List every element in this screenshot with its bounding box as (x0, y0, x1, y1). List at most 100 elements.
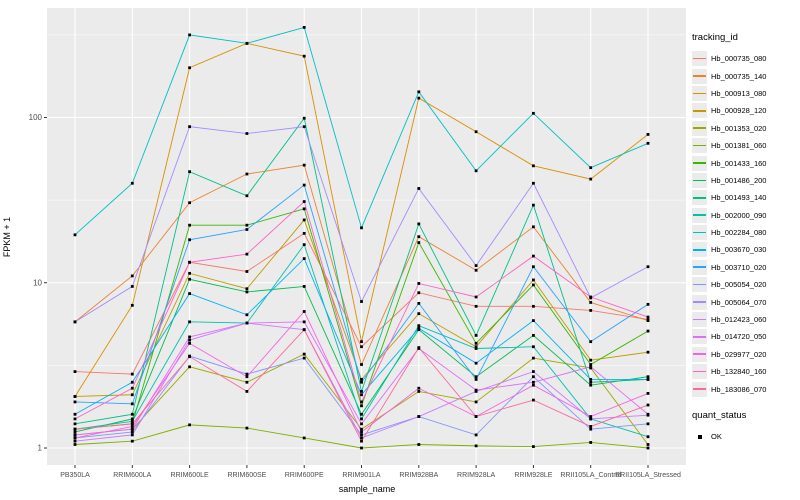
data-point (130, 433, 134, 437)
data-point (474, 169, 478, 173)
data-point (589, 415, 593, 418)
legend-item-Hb_005054_020: Hb_005054_020 (692, 276, 798, 293)
data-point (589, 166, 593, 170)
data-point (589, 441, 593, 444)
data-point (360, 380, 363, 384)
legend-item-Hb_014720_050: Hb_014720_050 (692, 328, 798, 345)
legend: tracking_id Hb_000735_080 Hb_000735_140 Hb… (692, 32, 798, 445)
legend-item-Hb_012423_060: Hb_012423_060 (692, 311, 798, 328)
data-point (73, 422, 77, 426)
legend-item-Hb_005064_070: Hb_005064_070 (692, 293, 798, 310)
data-point (474, 130, 478, 134)
legend-key-line-icon (692, 242, 707, 258)
data-point (532, 265, 535, 269)
data-point (360, 404, 363, 408)
data-point (474, 415, 478, 418)
data-point (245, 270, 249, 273)
data-point (130, 380, 134, 384)
data-point (302, 320, 306, 324)
x-tick-label: RRIM928BA (399, 472, 438, 479)
x-tick-label: RRIM928LA (457, 472, 495, 479)
data-point (302, 436, 306, 440)
data-point (130, 303, 134, 307)
data-point (532, 398, 535, 402)
x-tick-label: RRIM600PE (285, 472, 324, 479)
data-point (360, 390, 363, 393)
data-point (474, 295, 478, 299)
data-point (417, 241, 421, 244)
data-point (532, 203, 535, 207)
data-point (245, 313, 249, 317)
data-point (417, 346, 421, 350)
data-point (589, 309, 593, 312)
legend-title: tracking_id (692, 32, 738, 43)
data-point (188, 238, 191, 242)
data-point (646, 302, 650, 306)
legend-key-line-icon (692, 207, 707, 223)
data-point (130, 439, 134, 443)
legend-item-Hb_001493_140: Hb_001493_140 (692, 189, 798, 206)
legend-item-Hb_000928_120: Hb_000928_120 (692, 102, 798, 119)
legend-item-label: Hb_183086_070 (711, 384, 767, 394)
data-point (188, 338, 191, 342)
data-point (360, 340, 363, 344)
data-point (646, 315, 650, 319)
legend-key-line-icon (692, 381, 707, 397)
data-point (188, 341, 191, 345)
y-axis-title: FPKM + 1 (2, 216, 12, 258)
data-point (532, 445, 535, 448)
data-point (532, 370, 535, 373)
data-point (532, 380, 535, 384)
legend-item-Hb_001433_160: Hb_001433_160 (692, 154, 798, 171)
quant-status-point-icon (692, 429, 707, 444)
legend-item-label: Hb_029977_020 (711, 349, 767, 359)
data-point (417, 443, 421, 446)
data-point (188, 33, 191, 37)
data-point (646, 378, 650, 381)
legend-item-label: Hb_000928_120 (711, 106, 767, 116)
data-point (360, 446, 363, 450)
data-point (245, 390, 249, 393)
data-point (73, 436, 77, 440)
data-point (188, 365, 191, 369)
data-point (188, 423, 191, 427)
data-point (474, 378, 478, 381)
legend-item-label: Hb_012423_060 (711, 315, 767, 325)
data-point (302, 25, 306, 29)
data-point (302, 163, 306, 167)
data-point (646, 412, 650, 416)
data-point (589, 427, 593, 431)
data-point (130, 274, 134, 278)
data-point (302, 310, 306, 313)
data-point (417, 301, 421, 305)
legend-key-line-icon (692, 85, 707, 101)
legend-item-Hb_000735_140: Hb_000735_140 (692, 67, 798, 84)
data-point (532, 319, 535, 323)
data-point (188, 335, 191, 339)
legend-item-label: Hb_001486_200 (711, 175, 767, 185)
data-point (417, 324, 421, 328)
data-point (245, 194, 249, 198)
legend-item-label: Hb_000913_080 (711, 88, 767, 98)
data-point (302, 352, 306, 356)
legend-key-line-icon (692, 120, 707, 136)
data-point (589, 417, 593, 421)
data-point (474, 264, 478, 267)
legend-item-label: Hb_000735_140 (711, 71, 767, 81)
data-point (302, 183, 306, 187)
data-point (646, 435, 650, 439)
legend-key-line-icon (692, 68, 707, 84)
data-point (417, 222, 421, 226)
data-point (188, 66, 191, 70)
legend-item-label: Hb_001433_160 (711, 158, 767, 168)
data-point (474, 444, 478, 448)
legend-item-label: Hb_001381_060 (711, 141, 767, 151)
legend-item-Hb_029977_020: Hb_029977_020 (692, 346, 798, 363)
data-point (474, 400, 478, 404)
data-point (360, 378, 363, 381)
x-tick-label: RRII105LA_Stressed (615, 472, 681, 479)
data-point (532, 356, 535, 360)
data-point (130, 427, 134, 431)
data-point (188, 260, 191, 264)
